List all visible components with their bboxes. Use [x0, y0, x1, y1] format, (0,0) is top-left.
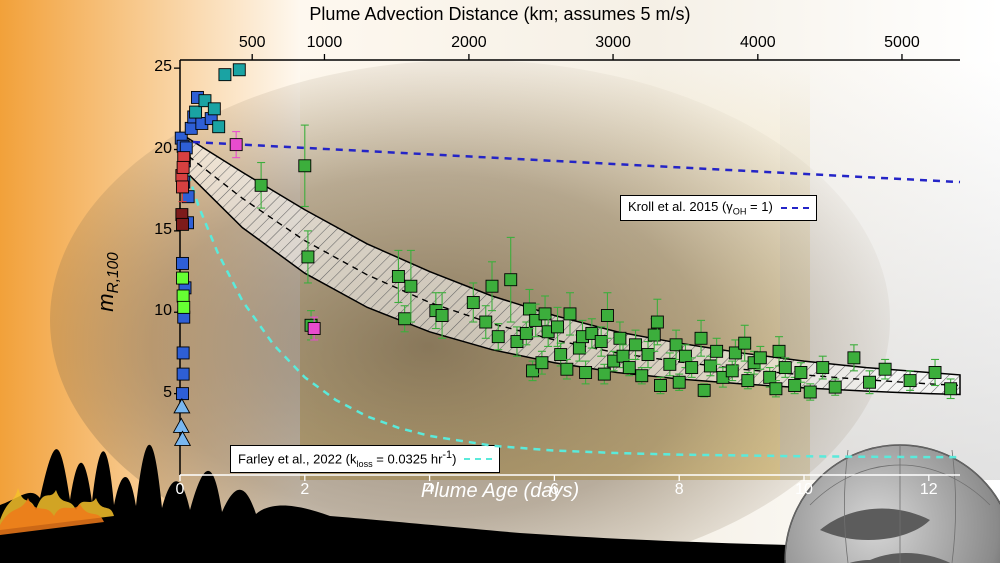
refline-kroll_2015 — [180, 141, 960, 182]
mr100-vs-plume-age-chart — [0, 0, 1000, 563]
